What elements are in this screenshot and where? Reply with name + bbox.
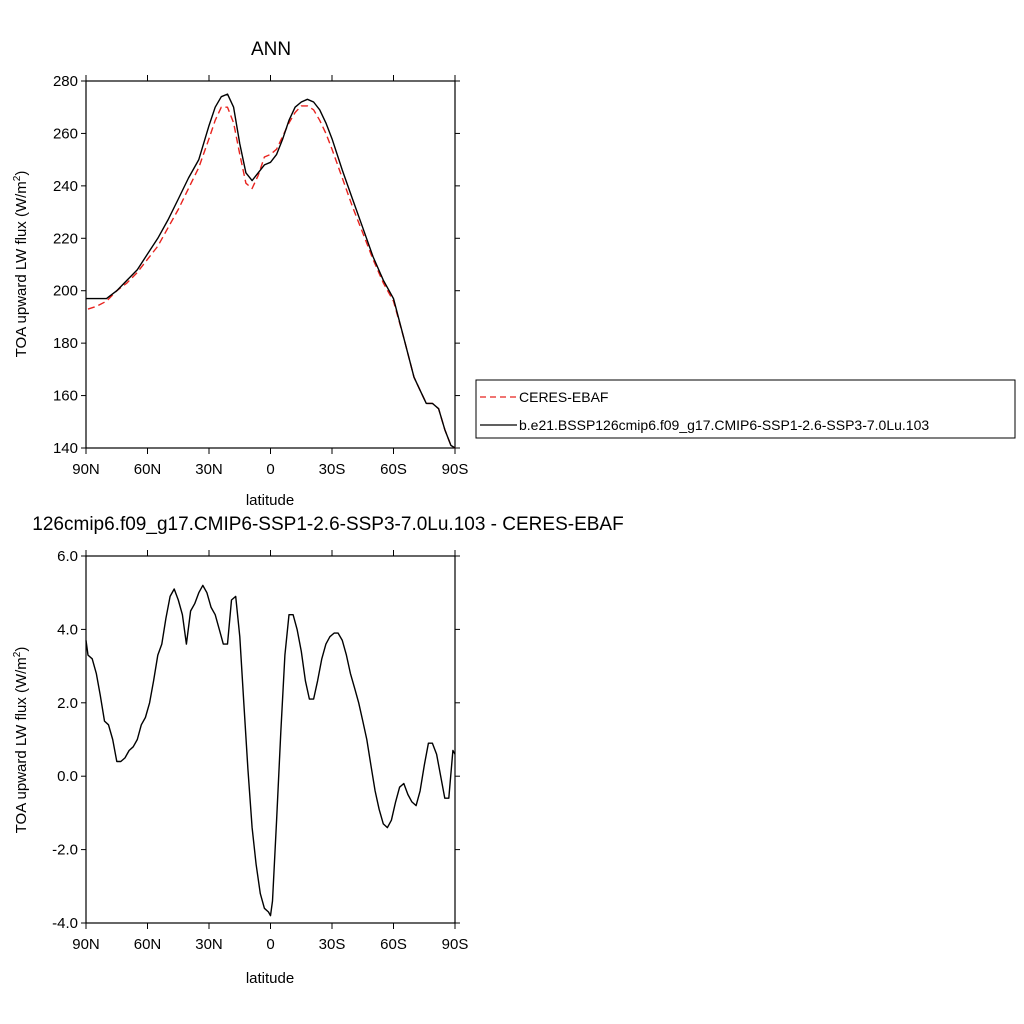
top-xtick-label: 60N: [134, 461, 162, 478]
top-ytick-label: 200: [53, 283, 78, 300]
bottom-x-axis-label: latitude: [246, 970, 294, 987]
bottom-ytick-label: 4.0: [57, 621, 78, 638]
bottom-ytick-label: 6.0: [57, 548, 78, 565]
legend-label-ceres: CERES-EBAF: [519, 389, 608, 405]
top-ytick-label: 180: [53, 335, 78, 352]
bottom-series-line-0: [85, 584, 456, 917]
top-panel: ANN 140 160 180 200 220 240 260 280 90N 60N 30N 0 3…: [12, 39, 468, 509]
top-xtick-label: 90N: [72, 461, 100, 478]
bottom-panel: 126cmip6.f09_g17.CMIP6-SSP1-2.6-SSP3-7.0…: [12, 514, 624, 987]
bottom-y-axis-label: TOA upward LW flux (W/m2): [12, 647, 30, 834]
top-series-line-1: [86, 93, 456, 449]
bottom-series-group: [85, 584, 456, 917]
top-xtick-label: 30N: [195, 461, 223, 478]
legend: CERES-EBAF b.e21.BSSP126cmip6.f09_g17.CM…: [475, 379, 1016, 439]
bottom-xtick-label: 0: [266, 936, 274, 953]
top-xtick-label: 30S: [319, 461, 346, 478]
bottom-ytick-label: 2.0: [57, 695, 78, 712]
top-y-axis-label: TOA upward LW flux (W/m2): [12, 171, 30, 358]
bottom-ytick-label: -4.0: [52, 915, 78, 932]
top-ytick-label: 220: [53, 230, 78, 247]
top-ytick-label: 280: [53, 73, 78, 90]
bottom-x-axis: 90N 60N 30N 0 30S 60S 90S: [72, 550, 468, 953]
bottom-xtick-label: 60S: [380, 936, 407, 953]
top-chart-title: ANN: [251, 39, 291, 60]
bottom-chart-title: 126cmip6.f09_g17.CMIP6-SSP1-2.6-SSP3-7.0…: [32, 514, 623, 535]
top-ytick-label: 140: [53, 440, 78, 457]
top-y-axis: 140 160 180 200 220 240 260 280: [53, 73, 460, 457]
top-series-group: [86, 93, 456, 449]
top-ytick-label: 260: [53, 125, 78, 142]
top-xtick-label: 90S: [442, 461, 469, 478]
bottom-xtick-label: 60N: [134, 936, 162, 953]
top-x-axis-label: latitude: [246, 492, 294, 509]
top-xtick-label: 60S: [380, 461, 407, 478]
bottom-xtick-label: 30N: [195, 936, 223, 953]
bottom-xtick-label: 90S: [442, 936, 469, 953]
bottom-xtick-label: 30S: [319, 936, 346, 953]
top-x-axis: 90N 60N 30N 0 30S 60S 90S: [72, 75, 468, 478]
legend-label-model: b.e21.BSSP126cmip6.f09_g17.CMIP6-SSP1-2.…: [519, 417, 929, 433]
bottom-xtick-label: 90N: [72, 936, 100, 953]
top-ytick-label: 240: [53, 178, 78, 195]
bottom-ytick-label: -2.0: [52, 842, 78, 859]
bottom-y-axis: -4.0 -2.0 0.0 2.0 4.0 6.0: [52, 548, 460, 932]
top-series-line-0: [87, 105, 456, 449]
top-ytick-label: 160: [53, 388, 78, 405]
bottom-plot-frame: [85, 555, 456, 924]
top-xtick-label: 0: [266, 461, 274, 478]
legend-box: [475, 379, 1016, 439]
bottom-ytick-label: 0.0: [57, 768, 78, 785]
